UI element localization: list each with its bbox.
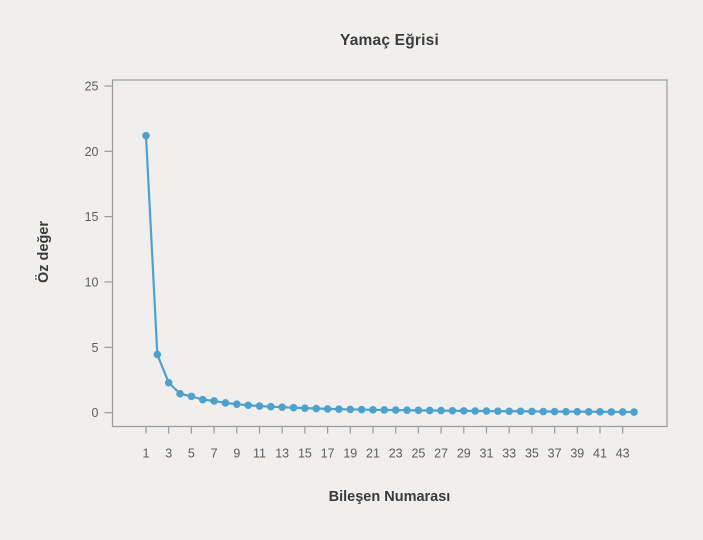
data-point bbox=[198, 395, 207, 404]
data-point bbox=[357, 405, 366, 414]
data-point bbox=[573, 407, 582, 416]
data-point bbox=[460, 407, 468, 415]
data-point bbox=[335, 405, 343, 413]
x-tick-label: 31 bbox=[480, 447, 494, 461]
data-point bbox=[301, 404, 309, 412]
data-point bbox=[233, 400, 241, 409]
x-tick-label: 27 bbox=[434, 447, 448, 461]
y-tick-label: 5 bbox=[92, 341, 99, 355]
x-tick-label: 5 bbox=[188, 447, 195, 461]
y-tick-label: 25 bbox=[85, 79, 99, 93]
x-tick-label: 21 bbox=[366, 447, 380, 461]
plot-frame bbox=[111, 79, 668, 428]
x-tick-label: 33 bbox=[502, 447, 516, 461]
data-point bbox=[494, 407, 502, 415]
data-point bbox=[425, 406, 434, 415]
x-tick-label: 35 bbox=[525, 447, 539, 461]
x-tick-label: 29 bbox=[457, 447, 471, 461]
data-point bbox=[176, 389, 184, 398]
data-point bbox=[437, 406, 445, 415]
x-tick-label: 23 bbox=[389, 447, 403, 461]
x-axis-title: Bileşen Numarası bbox=[328, 489, 451, 505]
data-point bbox=[164, 378, 173, 387]
data-point bbox=[471, 407, 479, 415]
x-tick-label: 13 bbox=[275, 447, 289, 461]
x-tick-label: 19 bbox=[343, 447, 357, 461]
data-point bbox=[221, 399, 230, 407]
data-point bbox=[142, 131, 150, 140]
x-tick-label: 11 bbox=[253, 447, 266, 461]
data-point bbox=[267, 402, 275, 411]
data-point bbox=[584, 407, 593, 416]
data-point bbox=[187, 392, 196, 401]
data-point bbox=[323, 405, 332, 413]
y-tick-label: 0 bbox=[92, 406, 99, 420]
chart-title: Yamaç Eğrisi bbox=[340, 32, 439, 49]
data-point bbox=[630, 408, 638, 416]
data-point bbox=[448, 406, 457, 415]
x-tick-label: 39 bbox=[570, 447, 584, 461]
data-point bbox=[596, 407, 604, 416]
x-tick-label: 7 bbox=[211, 447, 218, 461]
data-point bbox=[312, 404, 321, 413]
data-point bbox=[539, 407, 548, 416]
data-point bbox=[618, 408, 627, 416]
x-tick-label: 1 bbox=[143, 447, 150, 461]
x-tick-label: 17 bbox=[321, 447, 335, 461]
data-point bbox=[346, 405, 355, 414]
data-point bbox=[289, 403, 298, 412]
x-tick-label: 9 bbox=[233, 447, 240, 461]
x-tick-label: 3 bbox=[165, 447, 172, 461]
data-point bbox=[369, 406, 377, 414]
data-point bbox=[403, 406, 411, 415]
data-point bbox=[210, 397, 218, 405]
y-tick-label: 15 bbox=[85, 210, 99, 224]
x-tick-label: 43 bbox=[616, 447, 630, 461]
data-point bbox=[278, 403, 287, 412]
x-tick-label: 25 bbox=[411, 447, 425, 461]
data-point bbox=[153, 350, 162, 359]
data-point bbox=[528, 407, 536, 416]
data-point bbox=[516, 407, 525, 416]
scree-line bbox=[144, 134, 636, 414]
data-point bbox=[505, 407, 513, 416]
data-point bbox=[414, 406, 423, 415]
x-tick-label: 15 bbox=[298, 447, 312, 461]
x-tick-label: 41 bbox=[593, 447, 607, 461]
y-tick-label: 10 bbox=[85, 276, 99, 290]
data-point bbox=[607, 408, 616, 416]
y-tick-label: 20 bbox=[85, 145, 99, 159]
data-point bbox=[550, 407, 559, 416]
data-point bbox=[562, 407, 570, 416]
data-point bbox=[482, 407, 491, 415]
x-tick-label: 37 bbox=[548, 447, 562, 461]
data-point bbox=[391, 406, 400, 414]
data-point bbox=[255, 402, 264, 410]
data-point bbox=[380, 406, 389, 414]
data-point bbox=[244, 401, 252, 410]
